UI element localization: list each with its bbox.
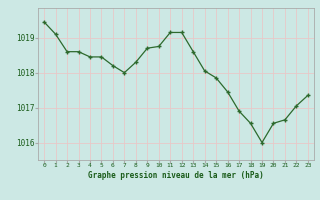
X-axis label: Graphe pression niveau de la mer (hPa): Graphe pression niveau de la mer (hPa) bbox=[88, 171, 264, 180]
